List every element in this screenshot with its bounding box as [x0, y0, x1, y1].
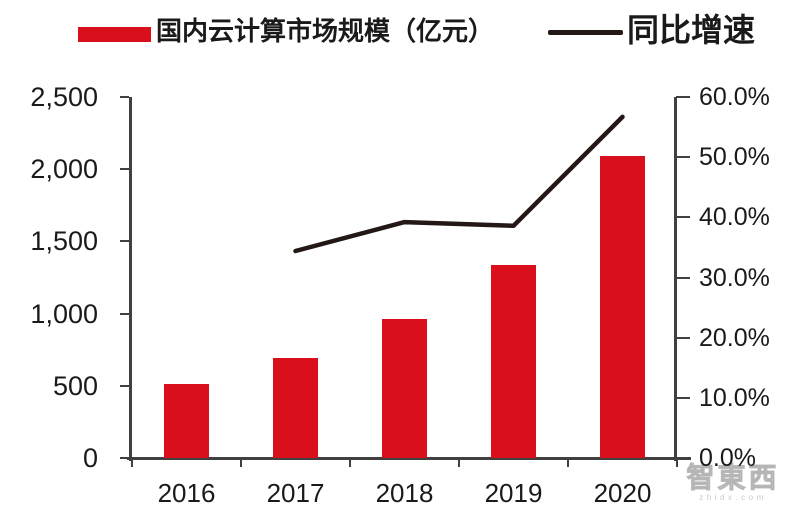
watermark-url: zhidx.com [699, 493, 767, 502]
x-axis-tick [131, 458, 133, 467]
bar-2016 [164, 383, 209, 458]
y-axis-left-tick [120, 96, 129, 98]
x-axis-label: 2019 [484, 478, 543, 508]
y-axis-right-tick [676, 216, 690, 219]
y-axis-left-tick [120, 240, 129, 243]
y-axis-right-label: 50.0% [699, 143, 770, 172]
x-axis-tick [349, 458, 351, 467]
x-axis-tick [240, 458, 242, 467]
y-axis-left-label: 2,500 [30, 82, 98, 112]
y-axis-right-line [674, 97, 677, 461]
y-axis-left-line [129, 97, 132, 461]
y-axis-right-tick [676, 457, 690, 459]
x-axis-label: 2020 [593, 478, 652, 508]
y-axis-right-tick [676, 276, 690, 279]
watermark: 智東西 zhidx.com [680, 462, 786, 503]
bar-2017 [273, 358, 318, 458]
bar-2019 [491, 265, 536, 458]
y-axis-left-label: 0 [82, 443, 98, 473]
x-axis-tick [458, 458, 460, 467]
y-axis-right-tick [676, 396, 690, 399]
y-axis-left-tick [120, 312, 129, 315]
y-axis-left-label: 500 [52, 370, 98, 401]
x-axis-label: 2016 [157, 478, 216, 508]
y-axis-right-label: 10.0% [699, 383, 770, 412]
y-axis-left-tick [120, 384, 129, 387]
y-axis-left-label: 2,000 [30, 154, 98, 185]
y-axis-left-tick [120, 457, 129, 459]
x-axis-label: 2017 [266, 478, 325, 508]
y-axis-left-label: 1,000 [30, 298, 98, 329]
y-axis-right-label: 20.0% [699, 323, 770, 352]
legend-line-swatch [548, 30, 623, 35]
y-axis-right-tick [676, 336, 690, 339]
legend-bar-label: 国内云计算市场规模（亿元） [156, 16, 495, 46]
x-axis-line [127, 457, 691, 460]
y-axis-left-tick [120, 168, 129, 171]
y-axis-left-label: 1,500 [30, 226, 98, 257]
legend-bar-swatch [78, 27, 151, 42]
x-axis-label: 2018 [375, 478, 434, 508]
y-axis-right-label: 30.0% [699, 263, 770, 292]
x-axis-tick [676, 458, 678, 467]
y-axis-right-tick [676, 96, 690, 98]
bar-2020 [600, 156, 645, 458]
y-axis-right-label: 40.0% [699, 203, 770, 232]
y-axis-right-tick [676, 156, 690, 159]
y-axis-right-label: 0.0% [699, 444, 756, 472]
y-axis-right-label: 60.0% [699, 83, 770, 111]
bar-2018 [382, 318, 427, 458]
x-axis-tick [567, 458, 569, 467]
watermark-logo: 智東西 [686, 462, 780, 493]
legend-line-label: 同比增速 [627, 12, 756, 48]
